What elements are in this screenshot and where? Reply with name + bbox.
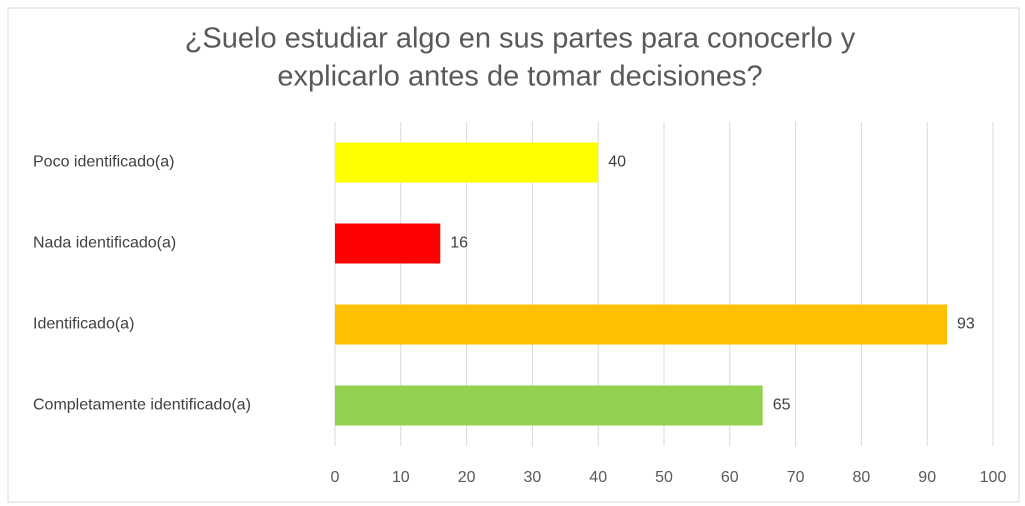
x-tick-label: 80 <box>853 469 871 486</box>
x-tick-label: 0 <box>331 469 340 486</box>
x-tick-label: 90 <box>918 469 936 486</box>
data-label: 65 <box>773 397 791 414</box>
data-label: 16 <box>450 235 468 252</box>
x-tick-label: 50 <box>655 469 673 486</box>
chart-title: explicarlo antes de tomar decisiones? <box>277 61 762 93</box>
data-label: 93 <box>957 316 975 333</box>
bar <box>335 142 599 183</box>
x-tick-label: 100 <box>980 469 1007 486</box>
bar <box>335 223 441 264</box>
category-label: Poco identificado(a) <box>33 154 174 171</box>
data-label: 40 <box>608 154 626 171</box>
category-label: Nada identificado(a) <box>33 235 176 252</box>
bar <box>335 304 947 345</box>
chart-title: ¿Suelo estudiar algo en sus partes para … <box>185 23 856 55</box>
x-tick-label: 60 <box>721 469 739 486</box>
x-tick-label: 70 <box>787 469 805 486</box>
x-tick-label: 40 <box>589 469 607 486</box>
category-label: Completamente identificado(a) <box>33 397 251 414</box>
bar <box>335 385 763 426</box>
x-tick-label: 10 <box>392 469 410 486</box>
x-tick-label: 30 <box>524 469 542 486</box>
x-tick-label: 20 <box>458 469 476 486</box>
category-label: Identificado(a) <box>33 316 134 333</box>
